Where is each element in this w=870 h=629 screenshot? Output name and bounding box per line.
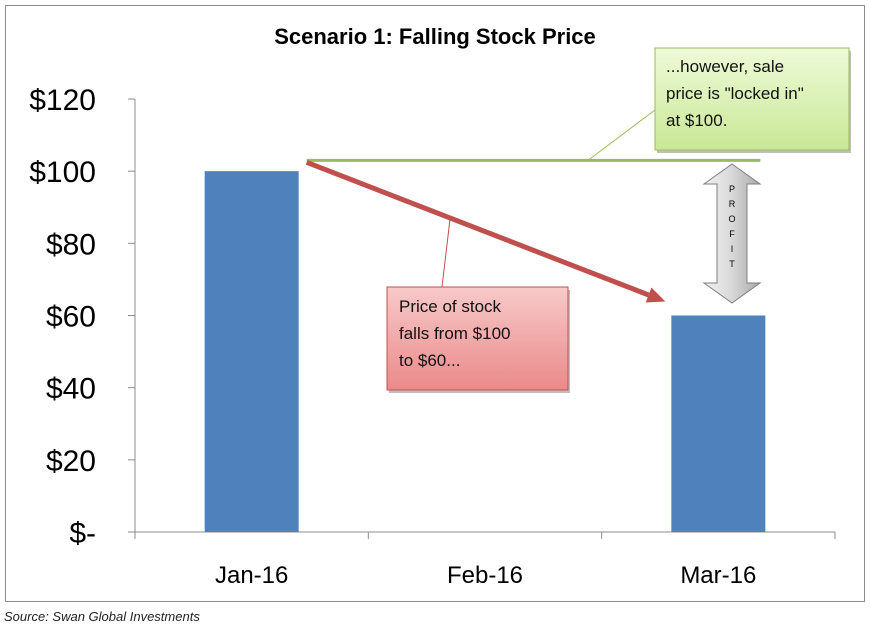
price-callout-box <box>386 286 569 391</box>
profit-letter: T <box>729 259 735 269</box>
y-tick-label: $60 <box>46 301 96 334</box>
profit-letter: P <box>729 184 735 194</box>
y-tick-label: $20 <box>46 445 96 478</box>
axes-group: $- $20 $40 $60 $80 $100 $120 Jan-16 Feb-16 Mar-16 <box>29 84 836 589</box>
source-note: Source: Swan Global Investments <box>4 609 200 624</box>
bars-group <box>204 171 766 532</box>
profit-letter: I <box>731 244 734 254</box>
x-tick-label: Jan-16 <box>215 562 288 589</box>
price-callout-line: Price of stock <box>399 297 502 316</box>
profit-letter: F <box>729 229 735 239</box>
x-tick-label: Mar-16 <box>680 562 756 589</box>
price-callout-pointer <box>441 217 451 288</box>
profit-letter: O <box>728 214 735 224</box>
bar <box>204 171 299 532</box>
sale-callout-box <box>654 47 850 151</box>
x-tick-label: Feb-16 <box>447 562 523 589</box>
profit-letter: R <box>729 199 736 209</box>
price-callout-line: falls from $100 <box>399 324 511 343</box>
annotations-group: Price of stock falls from $100 to $60.....… <box>305 47 851 393</box>
sale-callout-line: ...however, sale <box>666 57 784 76</box>
trend-arrow-shaft <box>305 160 650 298</box>
sale-callout-line: at $100. <box>666 111 727 130</box>
profit-double-arrow <box>702 163 762 304</box>
y-tick-label: $- <box>69 517 96 550</box>
y-tick-label: $120 <box>29 84 96 117</box>
chart-title: Scenario 1: Falling Stock Price <box>274 24 596 49</box>
y-tick-label: $40 <box>46 373 96 406</box>
bar <box>671 315 766 532</box>
y-tick-label: $100 <box>29 156 96 189</box>
y-tick-label: $80 <box>46 228 96 261</box>
trend-arrow-head <box>645 287 666 303</box>
sale-callout-pointer <box>587 109 656 161</box>
sale-callout-line: price is "locked in" <box>666 84 804 103</box>
price-callout-line: to $60... <box>399 351 460 370</box>
